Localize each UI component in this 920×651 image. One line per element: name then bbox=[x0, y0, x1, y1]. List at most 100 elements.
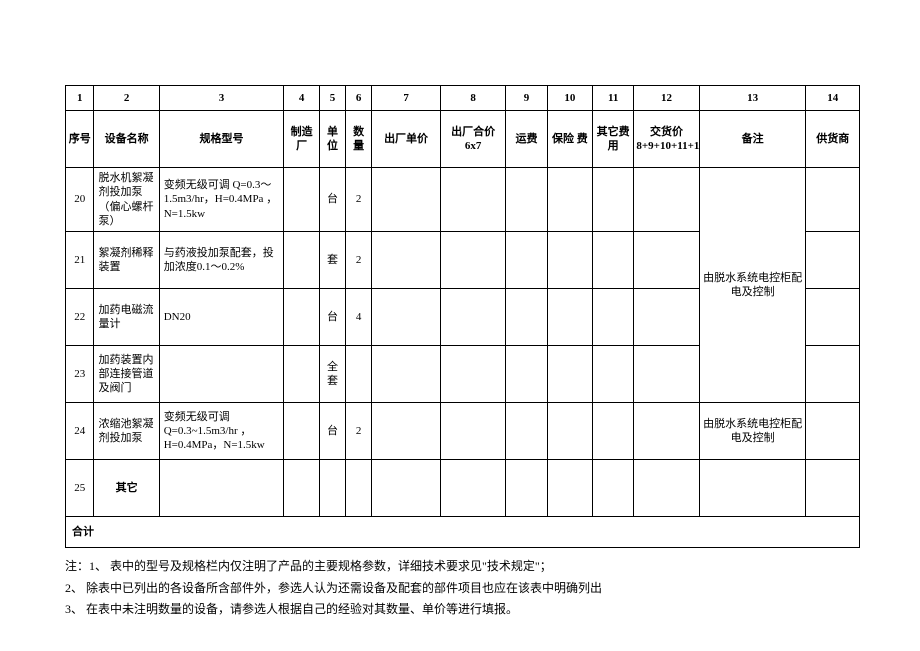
cell-supplier bbox=[806, 168, 860, 232]
colnum: 11 bbox=[592, 86, 634, 111]
cell-spec: 与药液投加泵配套，投加浓度0.1～0.2% bbox=[159, 232, 284, 289]
cell-total bbox=[440, 403, 505, 460]
cell-unitprice bbox=[372, 289, 441, 346]
table-row: 24 浓缩池絮凝剂投加泵 变频无级可调 Q=0.3~1.5m3/hr ，H=0.… bbox=[66, 403, 860, 460]
cell-unitprice bbox=[372, 460, 441, 517]
cell-other bbox=[592, 460, 634, 517]
header-cell: 交货价 8+9+10+11+12 bbox=[634, 111, 699, 168]
cell-insurance bbox=[547, 289, 592, 346]
cell-unit: 台 bbox=[319, 403, 345, 460]
cell-mfr bbox=[284, 346, 320, 403]
colnum: 7 bbox=[372, 86, 441, 111]
header-cell: 规格型号 bbox=[159, 111, 284, 168]
note-line: 3、 在表中未注明数量的设备，请参选人根据自己的经验对其数量、单价等进行填报。 bbox=[65, 599, 860, 621]
colnum: 12 bbox=[634, 86, 699, 111]
cell-unitprice bbox=[372, 403, 441, 460]
note-line: 2、 除表中已列出的各设备所含部件外，参选人认为还需设备及配套的部件项目也应在该… bbox=[65, 578, 860, 600]
footnotes: 注：1、 表中的型号及规格栏内仅注明了产品的主要规格参数，详细技术要求见"技术规… bbox=[65, 556, 860, 621]
header-cell: 供货商 bbox=[806, 111, 860, 168]
colnum: 8 bbox=[440, 86, 505, 111]
total-label: 合计 bbox=[66, 517, 860, 548]
cell-mfr bbox=[284, 232, 320, 289]
cell-total bbox=[440, 289, 505, 346]
header-cell: 序号 bbox=[66, 111, 94, 168]
cell-freight bbox=[506, 403, 548, 460]
cell-supplier bbox=[806, 403, 860, 460]
cell-remark: 由脱水系统电控柜配电及控制 bbox=[699, 403, 806, 460]
colnum: 1 bbox=[66, 86, 94, 111]
cell-name: 絮凝剂稀释装置 bbox=[94, 232, 159, 289]
cell-no: 23 bbox=[66, 346, 94, 403]
cell-spec: 变频无级可调 Q=0.3~1.5m3/hr ，H=0.4MPa，N=1.5kw bbox=[159, 403, 284, 460]
cell-no: 22 bbox=[66, 289, 94, 346]
cell-mfr bbox=[284, 460, 320, 517]
colnum: 14 bbox=[806, 86, 860, 111]
cell-unitprice bbox=[372, 232, 441, 289]
header-cell: 其它费用 bbox=[592, 111, 634, 168]
cell-spec: DN20 bbox=[159, 289, 284, 346]
cell-qty bbox=[346, 346, 372, 403]
header-row: 序号 设备名称 规格型号 制造厂 单位 数量 出厂单价 出厂合价 6x7 运费 … bbox=[66, 111, 860, 168]
cell-unit: 全套 bbox=[319, 346, 345, 403]
document-page: 1 2 3 4 5 6 7 8 9 10 11 12 13 14 序号 设备名称… bbox=[0, 0, 920, 651]
header-cell: 设备名称 bbox=[94, 111, 159, 168]
note-line: 注：1、 表中的型号及规格栏内仅注明了产品的主要规格参数，详细技术要求见"技术规… bbox=[65, 556, 860, 578]
cell-freight bbox=[506, 460, 548, 517]
cell-unit: 套 bbox=[319, 232, 345, 289]
header-cell: 单位 bbox=[319, 111, 345, 168]
cell-mfr bbox=[284, 168, 320, 232]
cell-qty: 2 bbox=[346, 232, 372, 289]
cell-other bbox=[592, 232, 634, 289]
cell-other bbox=[592, 346, 634, 403]
cell-spec: 变频无级可调 Q=0.3～1.5m3/hr，H=0.4MPa ，N=1.5kw bbox=[159, 168, 284, 232]
header-cell: 备注 bbox=[699, 111, 806, 168]
cell-delivery bbox=[634, 289, 699, 346]
header-cell: 出厂合价 6x7 bbox=[440, 111, 505, 168]
cell-other bbox=[592, 168, 634, 232]
cell-supplier bbox=[806, 346, 860, 403]
colnum: 6 bbox=[346, 86, 372, 111]
cell-name: 脱水机絮凝剂投加泵（偏心螺杆泵） bbox=[94, 168, 159, 232]
cell-unit bbox=[319, 460, 345, 517]
cell-no: 24 bbox=[66, 403, 94, 460]
column-number-row: 1 2 3 4 5 6 7 8 9 10 11 12 13 14 bbox=[66, 86, 860, 111]
cell-spec bbox=[159, 346, 284, 403]
total-row: 合计 bbox=[66, 517, 860, 548]
cell-insurance bbox=[547, 460, 592, 517]
cell-name: 加药电磁流量计 bbox=[94, 289, 159, 346]
colnum: 5 bbox=[319, 86, 345, 111]
colnum: 3 bbox=[159, 86, 284, 111]
cell-spec bbox=[159, 460, 284, 517]
cell-total bbox=[440, 460, 505, 517]
cell-delivery bbox=[634, 346, 699, 403]
cell-name: 浓缩池絮凝剂投加泵 bbox=[94, 403, 159, 460]
header-cell: 数量 bbox=[346, 111, 372, 168]
cell-no: 21 bbox=[66, 232, 94, 289]
table-row: 25 其它 bbox=[66, 460, 860, 517]
cell-delivery bbox=[634, 460, 699, 517]
cell-unit: 台 bbox=[319, 168, 345, 232]
cell-freight bbox=[506, 232, 548, 289]
cell-unitprice bbox=[372, 346, 441, 403]
colnum: 13 bbox=[699, 86, 806, 111]
cell-unitprice bbox=[372, 168, 441, 232]
colnum: 10 bbox=[547, 86, 592, 111]
colnum: 9 bbox=[506, 86, 548, 111]
colnum: 4 bbox=[284, 86, 320, 111]
cell-supplier bbox=[806, 460, 860, 517]
cell-remark-merged: 由脱水系统电控柜配电及控制 bbox=[699, 168, 806, 403]
cell-total bbox=[440, 168, 505, 232]
header-cell: 运费 bbox=[506, 111, 548, 168]
cell-supplier bbox=[806, 232, 860, 289]
cell-no: 25 bbox=[66, 460, 94, 517]
header-cell: 保险 费 bbox=[547, 111, 592, 168]
cell-mfr bbox=[284, 289, 320, 346]
cell-freight bbox=[506, 289, 548, 346]
cell-qty: 2 bbox=[346, 168, 372, 232]
cell-delivery bbox=[634, 168, 699, 232]
cell-name: 加药装置内部连接管道及阀门 bbox=[94, 346, 159, 403]
table-row: 20 脱水机絮凝剂投加泵（偏心螺杆泵） 变频无级可调 Q=0.3～1.5m3/h… bbox=[66, 168, 860, 232]
cell-total bbox=[440, 346, 505, 403]
header-cell: 出厂单价 bbox=[372, 111, 441, 168]
cell-insurance bbox=[547, 232, 592, 289]
